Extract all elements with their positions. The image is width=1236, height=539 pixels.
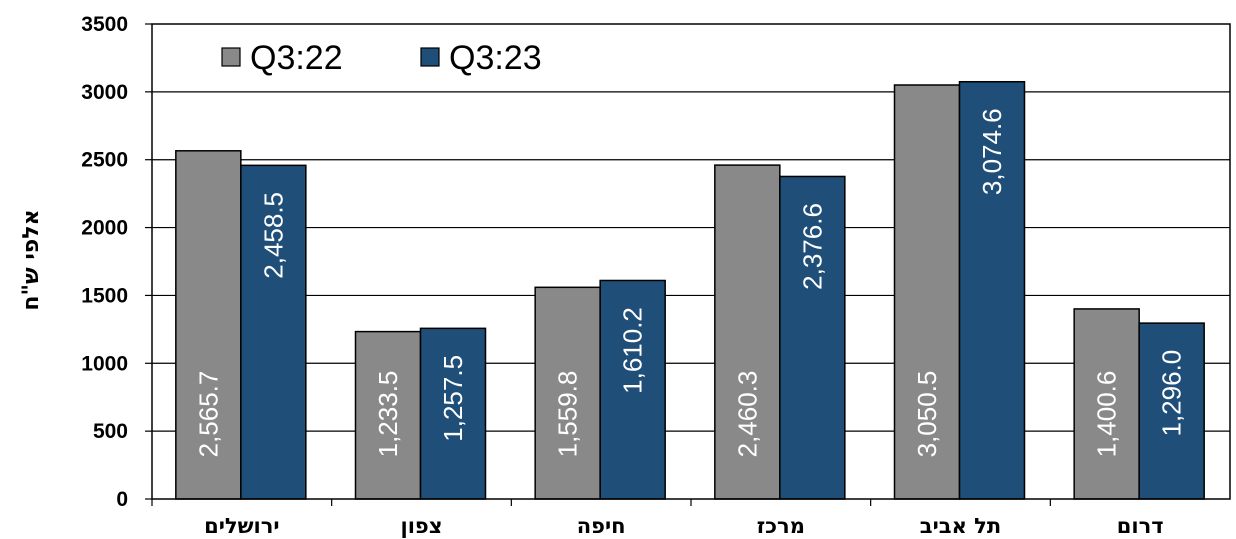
y-tick-label: 2000: [81, 217, 128, 240]
bar-q3-23: [779, 175, 846, 500]
y-tick-label: 3500: [81, 13, 128, 36]
data-label: 2,376.6: [797, 203, 827, 290]
legend-swatch: [221, 47, 241, 67]
data-label: 2,458.5: [258, 192, 288, 279]
data-label: 1,400.6: [1092, 371, 1122, 458]
x-tick-label: דרום: [1117, 514, 1164, 538]
y-tick-label: 1000: [81, 352, 128, 375]
x-tick-label: תל אביב: [920, 514, 1001, 538]
data-label: 3,050.5: [912, 371, 942, 458]
data-label: 2,460.3: [732, 371, 762, 458]
y-tick-label: 1500: [81, 284, 128, 307]
plot-area-border: [151, 23, 1231, 500]
x-tick-label: חיפה: [577, 514, 626, 538]
x-tick-label: מרכז: [757, 514, 805, 538]
bar-q3-22: [1073, 308, 1140, 500]
axes: 0 500 1000 1500 2000 2500 3000 3500 ירושלים צפון ח…: [81, 13, 1231, 538]
bar-q3-23: [419, 327, 487, 500]
y-tick-label: 2500: [81, 149, 128, 172]
data-labels: 2,565.7 2,458.5 1,233.5 1,257.5 1,559.8 1,610…: [193, 108, 1186, 457]
legend-entry: Q3:22: [250, 39, 343, 77]
gridlines: [152, 91, 1230, 432]
bar-q3-23: [958, 80, 1026, 500]
x-tick-label: צפון: [401, 514, 443, 538]
data-label: 1,559.8: [553, 371, 583, 458]
bar-q3-23: [599, 279, 666, 500]
bars: [175, 80, 1205, 500]
data-label: 1,296.0: [1157, 350, 1187, 437]
data-label: 1,233.5: [373, 371, 403, 458]
legend: Q3:22 Q3:23: [221, 39, 542, 77]
data-label: 1,610.2: [618, 307, 648, 394]
bar-q3-22: [714, 164, 781, 500]
y-tick-label: 0: [116, 488, 128, 511]
bar-q3-22: [534, 286, 601, 500]
x-tick-label: ירושלים: [204, 514, 279, 538]
legend-entry: Q3:23: [449, 39, 542, 77]
bar-q3-23: [1138, 322, 1205, 500]
legend-swatch: [420, 47, 440, 67]
y-tick-label: 500: [93, 420, 128, 443]
data-label: 2,565.7: [193, 371, 223, 458]
data-label: 1,257.5: [438, 355, 468, 442]
y-axis-label: אלפי ש"ח: [19, 209, 44, 310]
data-label: 3,074.6: [977, 108, 1007, 195]
bar-q3-23: [240, 164, 307, 500]
y-tick-label: 3000: [81, 81, 128, 104]
